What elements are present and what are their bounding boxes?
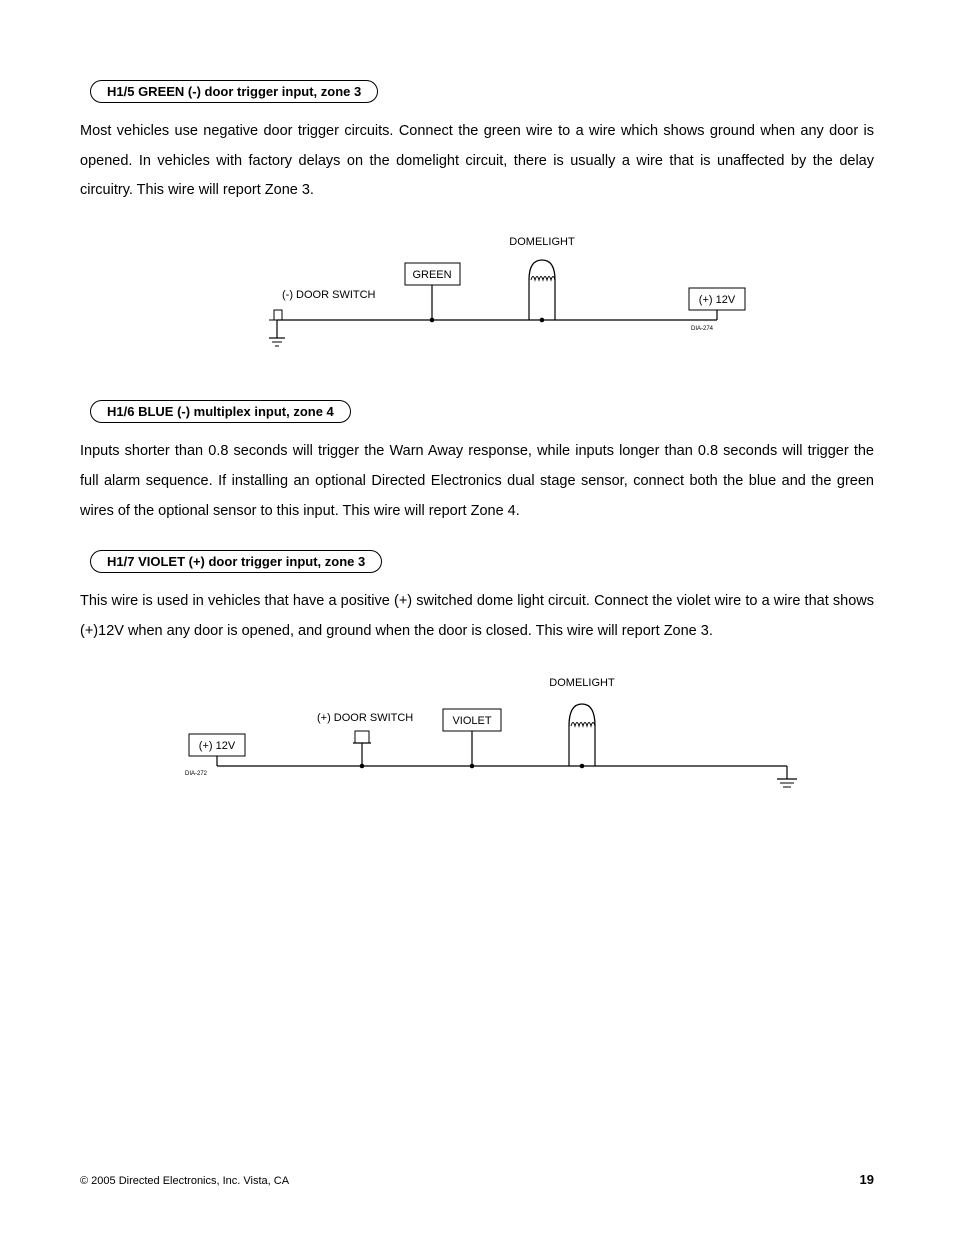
door-switch-label: (-) DOOR SWITCH xyxy=(282,289,376,301)
domelight-label-2: DOMELIGHT xyxy=(549,677,615,689)
section-body-h1-7: This wire is used in vehicles that have … xyxy=(80,587,874,646)
diagram-id-2: DIA-272 xyxy=(185,771,208,777)
wiring-diagram-green: (-) DOOR SWITCH GREEN DOMELIGHT (+) 12V … xyxy=(157,230,797,370)
wiring-diagram-violet: (+) 12V DIA-272 (+) DOOR SWITCH VIOLET D… xyxy=(117,671,837,811)
page-number: 19 xyxy=(860,1172,874,1187)
section-heading-h1-6: H1/6 BLUE (-) multiplex input, zone 4 xyxy=(90,400,351,423)
section-heading-h1-7: H1/7 VIOLET (+) door trigger input, zone… xyxy=(90,550,382,573)
wire-label-green: GREEN xyxy=(412,269,451,281)
section-heading-h1-5: H1/5 GREEN (-) door trigger input, zone … xyxy=(90,80,378,103)
page-footer: © 2005 Directed Electronics, Inc. Vista,… xyxy=(80,1172,874,1187)
copyright-text: © 2005 Directed Electronics, Inc. Vista,… xyxy=(80,1175,289,1187)
left-box-12v: (+) 12V xyxy=(199,740,236,752)
wire-label-violet: VIOLET xyxy=(452,715,491,727)
section-body-h1-6: Inputs shorter than 0.8 seconds will tri… xyxy=(80,437,874,526)
door-switch-label-2: (+) DOOR SWITCH xyxy=(317,712,413,724)
page: H1/5 GREEN (-) door trigger input, zone … xyxy=(0,0,954,1235)
domelight-label-1: DOMELIGHT xyxy=(509,236,575,248)
section-body-h1-5: Most vehicles use negative door trigger … xyxy=(80,117,874,206)
diagram-id-1: DIA-274 xyxy=(691,326,714,332)
right-box-12v: (+) 12V xyxy=(699,294,736,306)
